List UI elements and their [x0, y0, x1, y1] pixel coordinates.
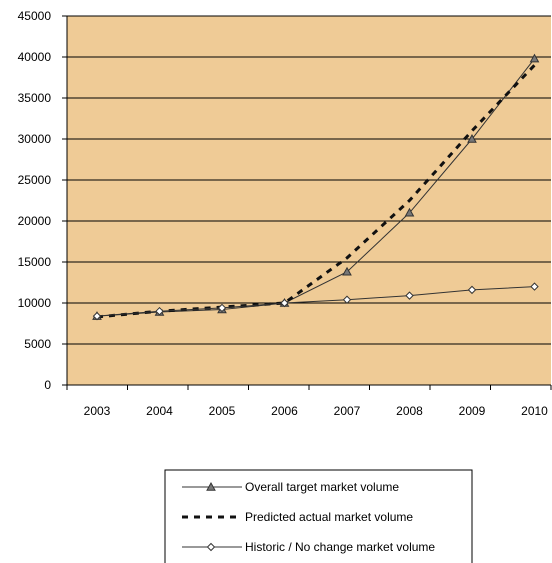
x-tick-label: 2009	[459, 404, 486, 418]
triangle-marker	[529, 53, 540, 63]
series-lines	[96, 58, 536, 319]
y-tick-label: 15000	[18, 255, 52, 269]
x-tick-label: 2006	[271, 404, 298, 418]
axes	[66, 16, 552, 390]
diamond-marker	[467, 285, 477, 295]
x-tick-label: 2004	[146, 404, 173, 418]
y-tick-label: 35000	[18, 91, 52, 105]
legend: Overall target market volume Predicted ac…	[164, 469, 473, 563]
diamond-marker	[217, 303, 227, 313]
x-tick-label: 2007	[334, 404, 361, 418]
diamond-marker	[92, 311, 102, 321]
legend-triangle-marker	[206, 481, 216, 491]
x-tick-label: 2003	[84, 404, 111, 418]
x-tick-label: 2010	[521, 404, 548, 418]
legend-diamond-marker	[206, 542, 216, 552]
series-line-3	[96, 286, 535, 317]
diamond-marker	[405, 291, 414, 300]
series-markers	[92, 53, 540, 321]
y-tick-label: 45000	[18, 9, 52, 23]
plot-area	[67, 16, 551, 385]
legend-label: Historic / No change market volume	[245, 540, 435, 554]
diamond-marker	[280, 298, 289, 308]
triangle-marker	[404, 207, 415, 217]
x-tick-label: 2005	[209, 404, 236, 418]
legend-label: Predicted actual market volume	[245, 510, 413, 524]
y-tick-label: 30000	[18, 132, 52, 146]
y-tick-label: 5000	[24, 337, 51, 351]
diamond-marker	[155, 306, 164, 316]
y-tick-label: 20000	[18, 214, 52, 228]
x-axis-tick-labels: 2003 2004 2005 2006 2007 2008 2009 2010	[84, 404, 549, 418]
y-tick-label: 25000	[18, 173, 52, 187]
y-axis-tick-labels: 0 5000 10000 15000 20000 25000 30000 35000 40000…	[18, 9, 52, 392]
triangle-marker	[467, 133, 477, 143]
legend-label: Overall target market volume	[245, 480, 399, 494]
x-tick-label: 2008	[396, 404, 423, 418]
diamond-marker	[342, 295, 352, 304]
triangle-marker	[342, 266, 352, 276]
gridlines	[62, 15, 551, 386]
y-tick-label: 40000	[18, 50, 52, 64]
y-tick-label: 0	[44, 378, 51, 392]
diamond-marker	[530, 282, 539, 291]
y-tick-label: 10000	[18, 296, 52, 310]
